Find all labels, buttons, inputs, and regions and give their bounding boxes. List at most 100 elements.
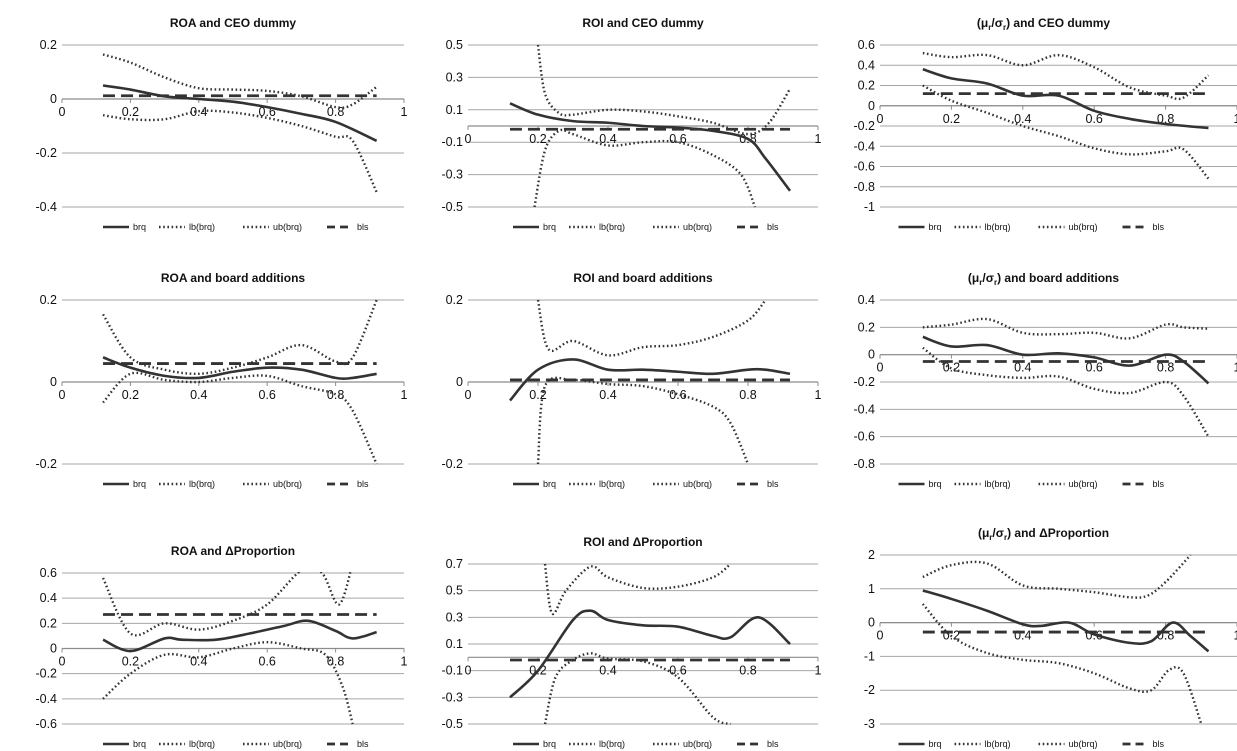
x-tick-label: 0.2	[943, 112, 960, 126]
y-tick-label: -2	[864, 683, 875, 697]
legend-label: lb(brq)	[985, 222, 1011, 232]
y-tick-label: -0.6	[853, 160, 875, 174]
y-tick-label: -0.8	[853, 180, 875, 194]
y-tick-label: 0.2	[858, 79, 875, 93]
x-tick-label: 0.6	[669, 388, 686, 402]
y-tick-label: -0.4	[35, 692, 57, 706]
y-tick-label: -0.5	[441, 200, 463, 214]
y-tick-label: -0.3	[441, 690, 463, 704]
chart-title: ROA and board additions	[161, 271, 306, 285]
legend-label: lb(brq)	[599, 222, 625, 232]
y-tick-label: 0	[456, 375, 463, 389]
series-line-brq	[102, 84, 378, 143]
series-line-lbbrq	[102, 371, 378, 465]
series-line-brq	[102, 356, 377, 380]
y-tick-label: 0.3	[446, 610, 463, 624]
chart-title: (μr/σr) and board additions	[968, 271, 1119, 287]
y-tick-label: -0.3	[441, 168, 463, 182]
series-line-ubbrq	[922, 554, 1192, 599]
series-line-lbbrq	[533, 128, 757, 208]
chart-panel-3: (μr/σr) and CEO dummy-1-0.8-0.6-0.4-0.20…	[853, 16, 1237, 232]
y-tick-label: 0.5	[446, 584, 463, 598]
y-tick-label: 0.2	[40, 293, 57, 307]
legend-label: brq	[929, 739, 942, 749]
x-tick-label: 1	[1234, 361, 1237, 375]
series-line-brq	[922, 68, 1209, 130]
x-tick-label: 0	[59, 105, 66, 119]
y-tick-label: -0.1	[441, 664, 463, 678]
chart-title: ROI and ΔProportion	[583, 535, 702, 549]
legend-label: bls	[1153, 739, 1165, 749]
y-tick-label: -0.2	[441, 457, 463, 471]
legend-label: brq	[543, 222, 556, 232]
x-tick-label: 0.6	[259, 388, 276, 402]
x-tick-label: 1	[1234, 629, 1237, 643]
x-tick-label: 0.4	[190, 655, 207, 669]
x-tick-label: 0.4	[599, 132, 616, 146]
legend-label: ub(brq)	[273, 479, 302, 489]
x-tick-label: 0.2	[529, 388, 546, 402]
legend-label: bls	[357, 479, 369, 489]
y-tick-label: 0.4	[858, 293, 875, 307]
x-tick-label: 0.4	[1014, 112, 1031, 126]
y-tick-label: 0.4	[40, 591, 57, 605]
legend-label: brq	[543, 739, 556, 749]
y-tick-label: 0.1	[446, 103, 463, 117]
x-tick-label: 0.4	[190, 388, 207, 402]
x-tick-label: 1	[815, 388, 822, 402]
series-line-brq	[102, 619, 378, 653]
y-tick-label: 0.5	[446, 38, 463, 52]
x-tick-label: 0.6	[1086, 361, 1103, 375]
series-line-lbbrq	[922, 84, 1210, 180]
y-tick-label: -0.5	[441, 717, 463, 731]
legend-label: brq	[133, 739, 146, 749]
y-tick-label: 0.4	[858, 58, 875, 72]
y-tick-label: 0.6	[858, 38, 875, 52]
y-tick-label: 0	[50, 375, 57, 389]
x-tick-label: 1	[401, 388, 408, 402]
x-tick-label: 0	[59, 388, 66, 402]
legend-label: lb(brq)	[599, 479, 625, 489]
series-line-brq	[509, 358, 791, 402]
y-tick-label: 0	[50, 92, 57, 106]
series-line-lbbrq	[922, 346, 1210, 438]
series-line-ubbrq	[101, 572, 352, 637]
x-tick-label: 0.4	[599, 663, 616, 677]
legend-label: bls	[357, 222, 369, 232]
series-line-ubbrq	[536, 299, 767, 357]
y-tick-label: 0	[868, 616, 875, 630]
series-line-ubbrq	[102, 53, 378, 109]
x-tick-label: 0	[877, 629, 884, 643]
legend-label: ub(brq)	[1069, 222, 1098, 232]
legend-label: brq	[929, 479, 942, 489]
x-tick-label: 0.2	[529, 132, 546, 146]
legend-label: brq	[133, 479, 146, 489]
legend-label: ub(brq)	[683, 222, 712, 232]
series-line-lbbrq	[102, 641, 354, 725]
legend-label: bls	[1153, 222, 1165, 232]
y-tick-label: -0.2	[35, 146, 57, 160]
y-tick-label: 0.7	[446, 557, 463, 571]
x-tick-label: 0.8	[739, 663, 756, 677]
chart-title: (μr/σr) and CEO dummy	[977, 16, 1110, 32]
x-tick-label: 0.8	[327, 655, 344, 669]
chart-panel-4: ROA and board additions -0.2 0 0.2 0 0.2 0.4 0.…	[35, 271, 407, 489]
series-line-ubbrq	[922, 317, 1209, 340]
legend-label: ub(brq)	[1069, 739, 1098, 749]
legend-label: ub(brq)	[1069, 479, 1098, 489]
legend-label: lb(brq)	[985, 479, 1011, 489]
x-tick-label: 0.2	[122, 388, 139, 402]
x-tick-label: 1	[401, 655, 408, 669]
legend-label: lb(brq)	[189, 739, 215, 749]
x-tick-label: 0.6	[1086, 112, 1103, 126]
y-tick-label: 0.1	[446, 637, 463, 651]
x-tick-label: 1	[815, 663, 822, 677]
x-tick-label: 0.6	[669, 132, 686, 146]
x-tick-label: 0.2	[122, 655, 139, 669]
y-tick-label: -0.4	[853, 402, 875, 416]
x-tick-label: 0.8	[739, 388, 756, 402]
y-tick-label: 0.2	[40, 616, 57, 630]
y-tick-label: -0.4	[35, 200, 57, 214]
legend-label: bls	[767, 222, 779, 232]
